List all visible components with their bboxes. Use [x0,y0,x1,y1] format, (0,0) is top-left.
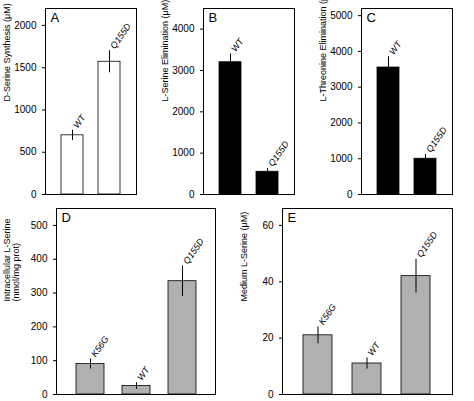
svg-text:WT: WT [366,339,383,357]
svg-text:2000: 2000 [330,117,353,128]
svg-text:Q155D: Q155D [415,230,440,260]
svg-text:C: C [367,10,376,25]
svg-text:K56G: K56G [317,302,338,327]
svg-text:100: 100 [31,355,48,366]
svg-text:WT: WT [135,364,152,382]
svg-text:Medium L-Serine (μM): Medium L-Serine (μM) [239,212,249,302]
svg-text:3000: 3000 [172,65,195,76]
svg-text:Q155D: Q155D [266,139,291,169]
svg-text:L-Threonine Elimination (μM): L-Threonine Elimination (μM) [318,0,328,102]
svg-text:WT: WT [229,35,246,53]
svg-text:40: 40 [262,276,274,287]
svg-text:0: 0 [268,389,274,400]
svg-text:500: 500 [20,146,37,157]
svg-text:0: 0 [189,189,195,200]
svg-text:400: 400 [31,253,48,264]
svg-text:4000: 4000 [330,46,353,57]
svg-text:0: 0 [31,189,37,200]
svg-text:Q155D: Q155D [424,125,449,155]
svg-text:Q155D: Q155D [108,21,133,51]
svg-text:WT: WT [71,112,88,130]
svg-text:60: 60 [262,220,274,231]
svg-text:20: 20 [262,332,274,343]
svg-text:300: 300 [31,287,48,298]
svg-text:E: E [288,210,297,225]
svg-text:4000: 4000 [172,23,195,34]
svg-text:K56G: K56G [89,334,110,359]
svg-text:5000: 5000 [330,10,353,21]
svg-text:B: B [209,10,218,25]
svg-text:0: 0 [347,189,353,200]
svg-text:3000: 3000 [330,81,353,92]
svg-text:500: 500 [31,220,48,231]
svg-text:A: A [51,10,60,25]
svg-text:2000: 2000 [14,20,37,31]
svg-text:1000: 1000 [330,153,353,164]
svg-text:D-Serine Synthesis (μM): D-Serine Synthesis (μM) [2,3,12,101]
svg-text:2000: 2000 [172,106,195,117]
svg-text:WT: WT [387,38,404,56]
svg-text:Intracellular L-Serine(nmol/mg: Intracellular L-Serine(nmol/mg prot) [2,218,21,301]
svg-text:Q155D: Q155D [181,236,206,266]
svg-text:L-Serine Elimination (μM): L-Serine Elimination (μM) [160,0,170,102]
svg-text:1000: 1000 [14,104,37,115]
svg-text:0: 0 [42,389,48,400]
svg-text:200: 200 [31,321,48,332]
svg-text:1000: 1000 [172,147,195,158]
svg-text:D: D [62,210,71,225]
svg-text:1500: 1500 [14,62,37,73]
